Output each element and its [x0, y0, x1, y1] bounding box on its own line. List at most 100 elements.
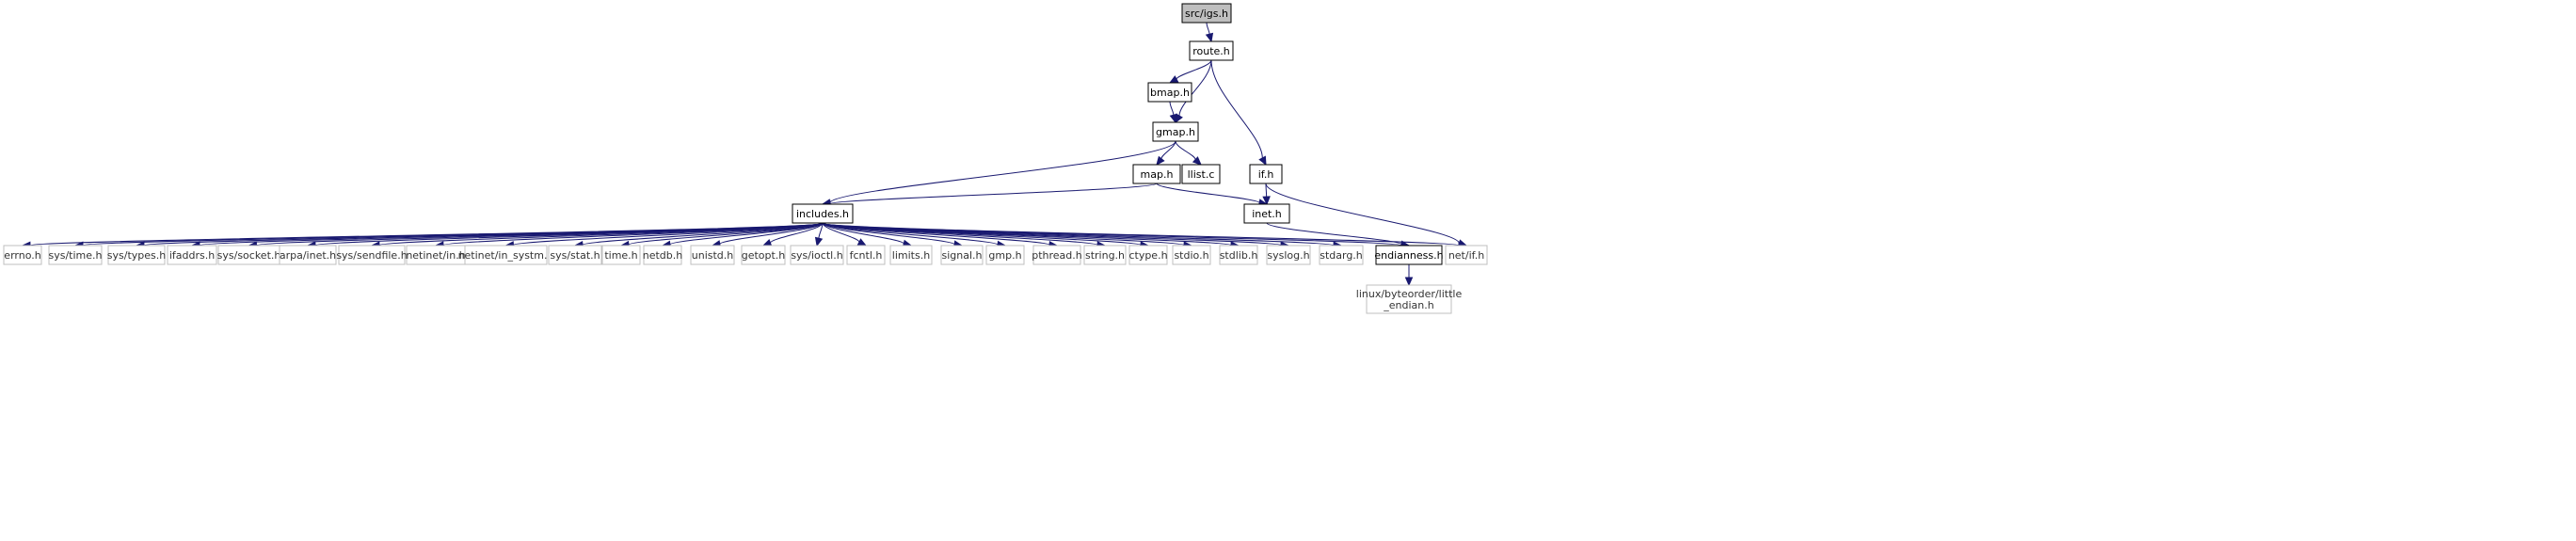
- edge-route-to-bmap: [1168, 59, 1212, 84]
- node-label: ifaddrs.h: [169, 249, 215, 262]
- node-route[interactable]: route.h: [1189, 40, 1234, 61]
- node-label: fcntl.h: [850, 249, 883, 262]
- node-src-igs[interactable]: src/igs.h: [1181, 3, 1232, 24]
- edge-bmap-to-gmap: [1169, 101, 1177, 124]
- node-label: netinet/in_systm.h: [458, 249, 554, 262]
- arrowhead: [1169, 113, 1177, 124]
- arrowhead: [1192, 156, 1202, 166]
- node-label: linux/byteorder/little _endian.h: [1356, 288, 1463, 311]
- node-box: [643, 245, 682, 265]
- node-box: [1128, 245, 1168, 265]
- node-label: arpa/inet.h: [280, 249, 336, 262]
- edge-if-to-inet: [1262, 183, 1271, 206]
- node-label: src/igs.h: [1185, 8, 1228, 20]
- node-label: netinet/in.h: [406, 249, 465, 262]
- node-label: endianness.h: [1374, 249, 1443, 262]
- node-arpa-inet: arpa/inet.h: [279, 245, 337, 265]
- node-label: bmap.h: [1150, 87, 1190, 99]
- edge-route-to-if: [1210, 59, 1267, 167]
- node-fcntl: fcntl.h: [846, 245, 886, 265]
- node-label: errno.h: [4, 249, 40, 262]
- node-box: [1319, 245, 1364, 265]
- edge-includes-to-sys-ioctl: [814, 222, 824, 247]
- arrowhead: [814, 236, 824, 247]
- node-label: sys/time.h: [49, 249, 103, 262]
- node-label: syslog.h: [1267, 249, 1309, 262]
- node-box: [1032, 245, 1081, 265]
- node-box: [1249, 164, 1283, 184]
- arrowhead: [761, 238, 773, 247]
- node-ifaddrs: ifaddrs.h: [167, 245, 217, 265]
- node-box: [1375, 245, 1443, 265]
- node-box: [690, 245, 735, 265]
- node-label: llist.c: [1188, 168, 1215, 181]
- node-box: [107, 245, 166, 265]
- node-box: [985, 245, 1025, 265]
- node-label: sys/sendfile.h: [336, 249, 407, 262]
- node-box: [338, 245, 406, 265]
- node-label: sys/ioctl.h: [791, 249, 842, 262]
- edge-gmap-to-map: [1156, 140, 1176, 166]
- node-box: [1147, 82, 1192, 103]
- edge-src-igs-to-route: [1205, 22, 1214, 43]
- node-label: stdio.h: [1174, 249, 1208, 262]
- node-box: [1243, 203, 1290, 224]
- node-label: includes.h: [796, 208, 849, 220]
- node-box: [1445, 245, 1488, 265]
- node-sys-types: sys/types.h: [107, 245, 166, 265]
- node-box: [1181, 3, 1232, 24]
- node-label: getopt.h: [742, 249, 786, 262]
- arrowhead: [1258, 155, 1267, 167]
- node-sys-time: sys/time.h: [48, 245, 103, 265]
- node-box: [548, 245, 602, 265]
- node-label: pthread.h: [1032, 249, 1082, 262]
- node-label: signal.h: [941, 249, 982, 262]
- node-label: limits.h: [892, 249, 930, 262]
- node-sys-sendfile: sys/sendfile.h: [336, 245, 408, 265]
- arrowhead: [1262, 196, 1271, 206]
- arrowhead: [1156, 155, 1165, 166]
- arrowhead: [1168, 75, 1179, 84]
- node-if[interactable]: if.h: [1249, 164, 1283, 184]
- edge-map-to-inet: [1156, 183, 1269, 207]
- node-netinet-in: netinet/in.h: [406, 245, 466, 265]
- node-getopt: getopt.h: [741, 245, 786, 265]
- node-inet[interactable]: inet.h: [1243, 203, 1290, 224]
- node-box: [167, 245, 217, 265]
- node-label: gmap.h: [1156, 126, 1195, 138]
- node-label: string.h: [1085, 249, 1125, 262]
- node-box: [1266, 245, 1311, 265]
- node-box: [1219, 245, 1258, 265]
- node-box: [464, 245, 548, 265]
- node-bmap[interactable]: bmap.h: [1147, 82, 1192, 103]
- node-label: sys/stat.h: [550, 249, 600, 262]
- edge-map-to-includes: [821, 183, 1158, 208]
- node-box: [940, 245, 984, 265]
- node-netdb: netdb.h: [643, 245, 682, 265]
- node-label: ctype.h: [1128, 249, 1167, 262]
- node-linux-little-endian: linux/byteorder/little _endian.h: [1356, 284, 1463, 314]
- node-llist[interactable]: llist.c: [1181, 164, 1221, 184]
- arrowhead: [856, 238, 868, 247]
- node-limits: limits.h: [889, 245, 933, 265]
- node-signal: signal.h: [940, 245, 984, 265]
- node-label: net/if.h: [1448, 249, 1484, 262]
- node-includes[interactable]: includes.h: [792, 203, 854, 224]
- node-label: map.h: [1141, 168, 1174, 181]
- node-box: [48, 245, 103, 265]
- node-label: sys/types.h: [107, 249, 166, 262]
- node-box: [1152, 121, 1199, 142]
- arrowhead: [1205, 32, 1214, 43]
- node-gmap[interactable]: gmap.h: [1152, 121, 1199, 142]
- node-label: route.h: [1192, 45, 1230, 57]
- node-errno: errno.h: [3, 245, 42, 265]
- node-label: if.h: [1258, 168, 1274, 181]
- edge-gmap-to-llist: [1175, 140, 1202, 166]
- node-label: gmp.h: [988, 249, 1021, 262]
- node-box: [1083, 245, 1127, 265]
- node-endianness[interactable]: endianness.h: [1374, 245, 1444, 265]
- node-label: time.h: [604, 249, 637, 262]
- nodes-layer: src/igs.h route.h bmap.h gmap.h map.h llist.c…: [3, 3, 1488, 314]
- node-map[interactable]: map.h: [1132, 164, 1181, 184]
- edge-gmap-to-includes: [821, 140, 1176, 207]
